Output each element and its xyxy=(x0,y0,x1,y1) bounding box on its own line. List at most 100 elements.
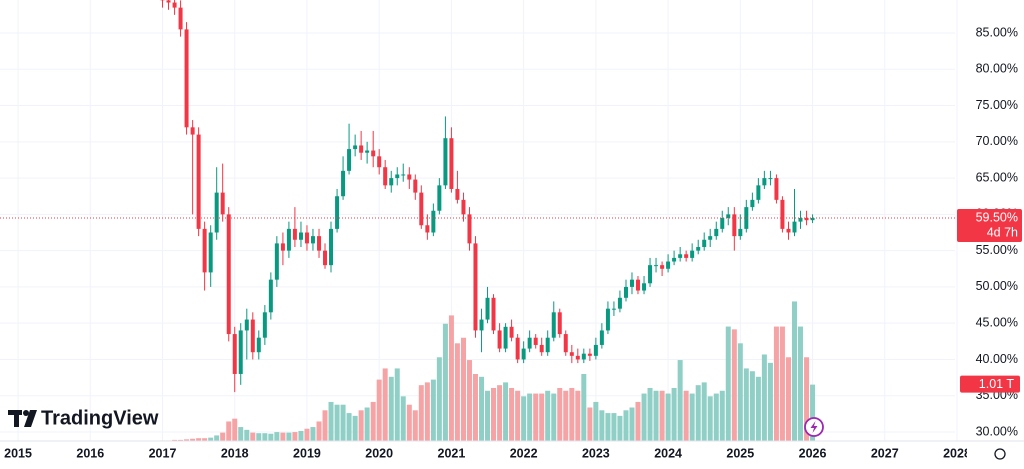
volume-bar xyxy=(448,315,454,441)
y-tick-label: 30.00% xyxy=(976,424,1018,438)
candle-body xyxy=(280,243,285,251)
candle-body xyxy=(479,319,484,331)
volume-bar xyxy=(533,393,539,441)
volume-bar xyxy=(316,421,322,441)
candle-body xyxy=(377,156,382,168)
candle-body xyxy=(648,265,653,284)
x-tick-label: 2028 xyxy=(943,446,971,460)
candle-body xyxy=(395,174,400,179)
volume-bar xyxy=(340,404,346,441)
volume-bar xyxy=(551,393,557,441)
flash-icon[interactable] xyxy=(804,417,824,437)
volume-bar xyxy=(587,407,593,441)
candle-body xyxy=(599,330,604,345)
volume-bar xyxy=(358,410,364,441)
volume-bar xyxy=(503,382,509,441)
x-tick-label: 2021 xyxy=(438,446,466,460)
volume-bar xyxy=(743,368,749,441)
volume-bar xyxy=(737,343,743,441)
candle-body xyxy=(220,192,225,215)
candle-body xyxy=(756,185,761,200)
candle-body xyxy=(738,228,743,237)
logo-glyph xyxy=(14,410,19,427)
volume-bar xyxy=(298,430,304,441)
volume-bar xyxy=(460,337,466,441)
volume-bar xyxy=(497,385,503,441)
candle-body xyxy=(298,232,303,240)
candle-body xyxy=(702,239,707,248)
volume-bar xyxy=(545,390,551,441)
candle-body xyxy=(714,228,719,237)
candle-body xyxy=(262,312,267,338)
candle-body xyxy=(569,352,574,356)
candle-body xyxy=(497,330,502,349)
settings-icon[interactable] xyxy=(994,448,1006,460)
candle-body xyxy=(503,326,508,349)
candle-body xyxy=(437,185,442,211)
flash-icon-bolt[interactable] xyxy=(810,421,818,433)
y-tick-label: 55.00% xyxy=(976,243,1018,257)
candle-body xyxy=(635,279,640,291)
volume-bar xyxy=(208,437,214,441)
y-tick-label: 40.00% xyxy=(976,352,1018,366)
volume-bar xyxy=(466,360,472,441)
candle-body xyxy=(696,247,701,251)
volume-bar xyxy=(605,413,611,441)
volume-bar xyxy=(647,387,653,441)
volume-bar xyxy=(593,401,599,441)
candle-body xyxy=(804,217,809,221)
candle-body xyxy=(431,210,436,233)
volume-bar xyxy=(491,387,497,441)
candle-body xyxy=(449,138,454,189)
volume-bar xyxy=(244,429,250,441)
candle-body xyxy=(575,355,580,360)
candle-body xyxy=(178,7,183,30)
volume-bar xyxy=(791,301,797,441)
volume-bar xyxy=(767,362,773,441)
candle-body xyxy=(810,217,815,221)
volume-label-box xyxy=(960,375,1020,393)
candle-body xyxy=(341,170,346,197)
volume-bar xyxy=(509,387,515,441)
y-tick-label: 90.00% xyxy=(976,0,1018,3)
volume-bar xyxy=(304,428,310,441)
volume-bar xyxy=(557,387,563,441)
volume-bar xyxy=(689,393,695,441)
candle-body xyxy=(509,326,514,338)
volume-bar xyxy=(424,382,430,441)
x-axis-background xyxy=(0,441,1024,469)
candle-body xyxy=(774,178,779,200)
volume-bar xyxy=(430,379,436,441)
candle-body xyxy=(323,250,328,266)
candle-body xyxy=(317,236,322,251)
candle-body xyxy=(389,178,394,186)
candle-body xyxy=(353,145,358,150)
volume-bar xyxy=(599,410,605,441)
volume-bar xyxy=(268,433,274,441)
volume-bar xyxy=(292,432,298,441)
volume-bar xyxy=(701,382,707,441)
candle-body xyxy=(335,196,340,229)
volume-bar xyxy=(521,396,527,441)
candle-body xyxy=(226,214,231,335)
volume-bar xyxy=(773,326,779,441)
candle-body xyxy=(605,308,610,331)
candle-body xyxy=(190,127,195,135)
volume-bar xyxy=(346,413,352,441)
volume-bar xyxy=(539,393,545,441)
volume-bar xyxy=(719,390,725,441)
candle-body xyxy=(383,167,388,186)
volume-bar xyxy=(250,432,256,441)
candle-body xyxy=(172,2,177,8)
candle-body xyxy=(744,207,749,229)
candle-body xyxy=(593,344,598,356)
candles xyxy=(160,0,815,393)
candle-body xyxy=(545,337,550,353)
candle-body xyxy=(515,337,520,360)
candle-body xyxy=(617,297,622,309)
x-tick-label: 2026 xyxy=(799,446,827,460)
candle-body xyxy=(419,192,424,226)
volume-bar xyxy=(629,407,635,441)
volume-bar xyxy=(659,390,665,441)
